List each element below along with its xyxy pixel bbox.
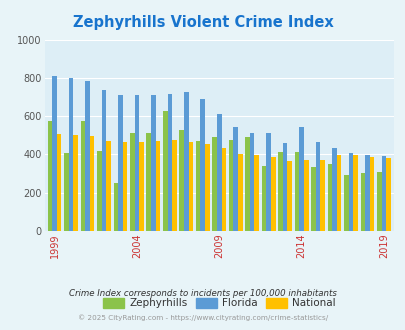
Bar [266, 133, 270, 231]
Bar [172, 140, 176, 231]
Bar [200, 99, 205, 231]
Bar [237, 154, 242, 231]
Bar [336, 155, 341, 231]
Bar [216, 114, 221, 231]
Bar [118, 95, 122, 231]
Bar [139, 142, 143, 231]
Bar [205, 144, 209, 231]
Bar [287, 161, 291, 231]
Bar [381, 156, 385, 231]
Bar [212, 137, 216, 231]
Bar [221, 148, 226, 231]
Bar [85, 81, 90, 231]
Bar [106, 142, 111, 231]
Bar [57, 134, 61, 231]
Bar [162, 112, 167, 231]
Bar [364, 155, 369, 231]
Bar [101, 90, 106, 231]
Bar [151, 95, 155, 231]
Bar [385, 158, 390, 231]
Bar [310, 167, 315, 231]
Bar [315, 142, 320, 231]
Bar [183, 92, 188, 231]
Bar [348, 152, 352, 231]
Bar [282, 143, 287, 231]
Bar [360, 173, 364, 231]
Bar [134, 95, 139, 231]
Bar [68, 78, 73, 231]
Bar [331, 148, 336, 231]
Bar [277, 151, 282, 231]
Legend: Zephyrhills, Florida, National: Zephyrhills, Florida, National [99, 294, 339, 313]
Bar [73, 135, 78, 231]
Bar [320, 160, 324, 231]
Bar [228, 140, 233, 231]
Bar [352, 155, 357, 231]
Text: Crime Index corresponds to incidents per 100,000 inhabitants: Crime Index corresponds to incidents per… [69, 289, 336, 298]
Bar [130, 133, 134, 231]
Bar [369, 157, 373, 231]
Bar [195, 141, 200, 231]
Bar [80, 121, 85, 231]
Bar [343, 175, 348, 231]
Bar [146, 133, 151, 231]
Bar [249, 133, 254, 231]
Bar [376, 172, 381, 231]
Bar [52, 76, 57, 231]
Bar [245, 137, 249, 231]
Bar [167, 94, 172, 231]
Text: © 2025 CityRating.com - https://www.cityrating.com/crime-statistics/: © 2025 CityRating.com - https://www.city… [78, 314, 327, 321]
Bar [327, 164, 331, 231]
Text: Zephyrhills Violent Crime Index: Zephyrhills Violent Crime Index [72, 15, 333, 30]
Bar [270, 157, 275, 231]
Bar [97, 150, 101, 231]
Bar [303, 160, 308, 231]
Bar [122, 142, 127, 231]
Bar [188, 142, 193, 231]
Bar [155, 141, 160, 231]
Bar [64, 153, 68, 231]
Bar [90, 136, 94, 231]
Bar [261, 166, 266, 231]
Bar [294, 151, 298, 231]
Bar [254, 155, 258, 231]
Bar [179, 130, 183, 231]
Bar [298, 127, 303, 231]
Bar [113, 183, 118, 231]
Bar [47, 121, 52, 231]
Bar [233, 127, 237, 231]
